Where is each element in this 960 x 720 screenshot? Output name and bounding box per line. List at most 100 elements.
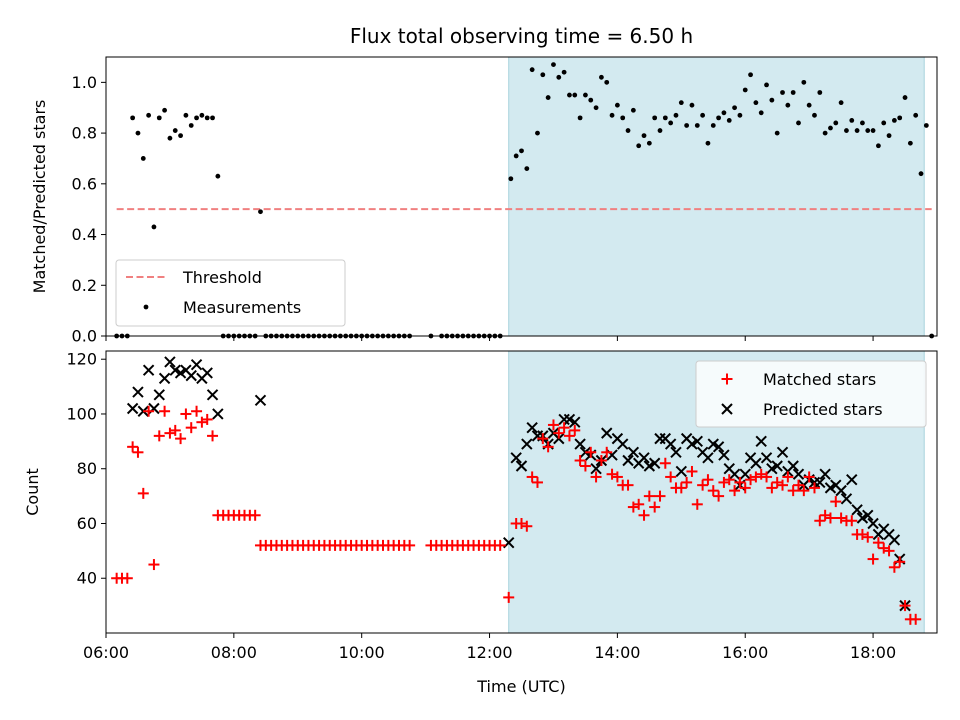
measurement-point [891, 118, 897, 123]
matched-star-point [531, 476, 543, 488]
measurement-point [577, 115, 583, 121]
measurement-point [540, 72, 546, 78]
top-legend-box [115, 259, 346, 327]
matched-star-point [601, 446, 613, 458]
matched-star-point [707, 485, 719, 497]
matched-star-point [175, 433, 187, 445]
predicted-star-point [164, 356, 176, 368]
matched-star-point [654, 490, 666, 502]
measurement-point [513, 153, 519, 159]
measurement-point [625, 128, 631, 133]
measurement-point [902, 95, 908, 100]
predicted-star-point [819, 468, 831, 480]
legend-predicted-marker [721, 403, 733, 415]
predicted-star-point [755, 435, 767, 448]
measurement-point [828, 125, 833, 131]
predicted-star-point [126, 402, 139, 415]
legend-predicted-label: Predicted stars [763, 400, 883, 419]
measurement-point [657, 128, 663, 133]
predicted-star-point [142, 364, 155, 376]
matched-star-point [585, 446, 597, 458]
x-tick-label: 10:00 [339, 643, 385, 662]
top-panel: 0.0 0.2 0.4 0.6 0.8 1.0 Matched/Predicted sta… [30, 56, 938, 346]
bottom-panel: 40 60 80 100 120 06:00 08:00 10:00 12:00 14:00 16… [23, 350, 938, 696]
top-y-axis-label: Matched/Predicted stars [30, 100, 49, 294]
predicted-star-point [206, 389, 219, 401]
bottom-y-tick-label: 60 [77, 514, 97, 533]
x-tick-label: 14:00 [594, 643, 640, 662]
matched-star-point [547, 419, 559, 431]
measurement-point [918, 171, 924, 177]
top-y-tick-label: 0.4 [72, 225, 97, 244]
measurement-point [774, 130, 780, 136]
measurement-point [156, 115, 162, 121]
matched-star-point [665, 471, 677, 483]
matched-star-point [148, 559, 160, 571]
measurement-point [535, 130, 540, 136]
predicted-star-point [750, 457, 762, 469]
predicted-star-point [153, 389, 165, 401]
matched-star-point [553, 427, 565, 439]
measurement-point [694, 123, 700, 128]
predicted-star-point [670, 446, 682, 459]
bottom-x-ticks: 06:00 08:00 10:00 12:00 14:00 16:00 18:00 [83, 633, 896, 662]
measurement-point [194, 115, 199, 121]
top-y-tick-label: 0.6 [72, 174, 97, 193]
measurement-point [178, 133, 183, 139]
top-y-ticks: 0.0 0.2 0.4 0.6 0.8 1.0 [72, 73, 106, 346]
measurement-point [646, 140, 652, 146]
measurement-point [204, 115, 210, 121]
matched-star-point [590, 471, 602, 483]
measurement-point [801, 79, 807, 85]
matched-star-point [777, 479, 789, 491]
predicted-star-point [760, 452, 773, 464]
top-x-ticks [105, 336, 874, 341]
matched-star-point [127, 441, 139, 453]
measurement-point [812, 112, 817, 118]
matched-star-point [537, 433, 549, 445]
measurement-point [726, 118, 732, 123]
matched-star-point [611, 471, 623, 483]
matched-star-point [910, 613, 922, 625]
matched-star-point [734, 476, 746, 488]
measurement-point [652, 115, 658, 121]
predicted-star-point [574, 438, 586, 450]
predicted-star-point [846, 473, 858, 486]
measurement-point [215, 173, 221, 179]
measurement-point [668, 120, 674, 126]
predicted-star-point [776, 446, 789, 459]
measurement-point [817, 90, 823, 95]
legend-threshold-label: Threshold [182, 268, 262, 287]
predicted-star-point [158, 372, 171, 385]
matched-star-point [729, 485, 741, 497]
measurement-point [822, 130, 828, 136]
matched-star-point [569, 424, 581, 436]
matched-star-point [824, 512, 836, 524]
predicted-star-point [590, 463, 602, 475]
measurement-point [210, 115, 215, 121]
measurement-point [556, 74, 562, 80]
matched-star-point [153, 430, 165, 442]
matched-star-point [713, 490, 725, 502]
measurement-point [710, 123, 716, 128]
measurement-point [689, 102, 695, 108]
matched-star-point [793, 479, 804, 491]
measurement-point [742, 87, 748, 93]
predicted-star-point [622, 454, 634, 467]
predicted-star-point [601, 427, 613, 439]
measurement-point [854, 128, 860, 133]
matched-star-point [121, 572, 133, 584]
matched-star-point [191, 405, 203, 417]
predicted-star-point [510, 452, 522, 464]
measurement-point [737, 112, 743, 118]
x-tick-label: 06:00 [83, 643, 129, 662]
measurement-point [870, 128, 876, 133]
measurement-point [583, 92, 588, 98]
measurement-point [561, 69, 567, 75]
matched-star-point [622, 479, 634, 491]
measurement-point [849, 118, 855, 123]
chart-title: Flux total observing time = 6.50 h [350, 24, 693, 48]
matched-star-point [201, 413, 213, 425]
x-axis-label: Time (UTC) [476, 677, 565, 696]
bottom-y-ticks: 40 60 80 100 120 [66, 350, 106, 588]
